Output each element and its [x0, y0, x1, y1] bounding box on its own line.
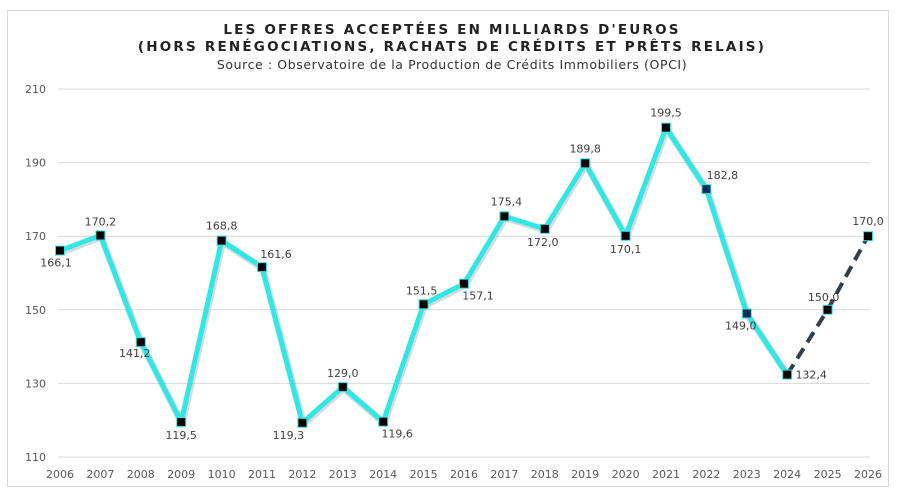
x-tick-label: 2019 [571, 468, 599, 481]
data-point [257, 262, 267, 273]
y-tick-label: 110 [25, 451, 46, 464]
data-label: 170,0 [852, 215, 884, 228]
x-tick-label: 2021 [652, 468, 680, 481]
x-tick-label: 2026 [854, 468, 882, 481]
data-point [782, 369, 793, 380]
y-tick-label: 190 [25, 157, 46, 170]
chart-title: LES OFFRES ACCEPTÉES EN MILLIARDS D'EURO… [223, 22, 681, 38]
data-point [580, 158, 591, 169]
x-tick-label: 2008 [127, 468, 155, 481]
x-tick-label: 2025 [814, 468, 842, 481]
data-label: 161,6 [260, 248, 292, 261]
data-point [539, 223, 550, 234]
data-point [176, 417, 187, 428]
x-tick-label: 2006 [46, 468, 74, 481]
x-tick-label: 2017 [490, 468, 518, 481]
y-tick-label: 210 [25, 83, 46, 96]
x-tick-label: 2007 [86, 468, 114, 481]
data-label: 132,4 [795, 369, 827, 382]
y-axis: 110 130 150 170 190 210 [25, 83, 46, 464]
y-tick-label: 130 [25, 377, 46, 390]
data-point [863, 231, 873, 242]
chart-source: Source : Observatoire de la Production d… [216, 57, 688, 72]
data-label: 175,4 [491, 195, 523, 208]
data-point [822, 304, 833, 315]
x-tick-label: 2018 [531, 468, 559, 481]
data-point [216, 235, 227, 246]
data-label: 119,5 [165, 429, 197, 442]
x-axis: 2006 2007 2008 2009 1010 2011 2012 2013 2014 2015… [46, 468, 882, 481]
series-lines [59, 125, 870, 428]
data-label: 168,8 [206, 220, 238, 233]
data-label: 172,0 [527, 236, 559, 249]
data-label: 149,0 [725, 319, 757, 332]
chart-subtitle: (HORS RENÉGOCIATIONS, RACHATS DE CRÉDITS… [137, 39, 767, 55]
data-labels: 166,1 170,2 141,2 119,5 168,8 161,6 119,3 129,0… [40, 107, 884, 442]
data-point [661, 122, 671, 133]
data-point [701, 184, 712, 195]
x-tick-label: 2022 [692, 468, 720, 481]
data-label: 199,5 [650, 107, 682, 120]
data-label: 119,3 [273, 429, 305, 442]
data-label: 182,8 [707, 169, 739, 182]
x-tick-label: 2023 [733, 468, 761, 481]
data-label: 166,1 [40, 257, 72, 270]
x-tick-label: 2015 [410, 468, 438, 481]
data-point [297, 417, 308, 428]
data-label: 119,6 [381, 428, 413, 441]
data-point [95, 230, 106, 241]
x-tick-label: 1010 [208, 468, 236, 481]
data-point [378, 416, 389, 427]
series-line-shadow [59, 125, 792, 428]
data-label: 157,1 [462, 290, 494, 303]
data-label: 141,2 [119, 347, 151, 360]
data-point [55, 245, 65, 256]
x-tick-label: 2020 [612, 468, 640, 481]
x-tick-label: 2016 [450, 468, 478, 481]
x-tick-label: 2009 [167, 468, 195, 481]
data-point [418, 299, 429, 310]
data-label: 129,0 [327, 367, 359, 380]
y-tick-label: 150 [25, 304, 46, 317]
data-label: 170,2 [85, 215, 117, 228]
data-point [499, 211, 510, 222]
gridlines [58, 88, 870, 458]
data-label: 151,5 [406, 284, 438, 297]
data-point [337, 382, 348, 393]
data-point [620, 230, 631, 241]
data-points [55, 122, 873, 428]
series-line [59, 125, 790, 426]
x-tick-label: 2024 [773, 468, 801, 481]
data-point [459, 278, 469, 289]
x-tick-label: 2014 [369, 468, 397, 481]
y-tick-label: 170 [25, 230, 46, 243]
data-label: 150,0 [808, 291, 840, 304]
x-tick-label: 2013 [329, 468, 357, 481]
data-label: 170,1 [610, 243, 642, 256]
x-tick-label: 2012 [288, 468, 316, 481]
data-point [135, 337, 146, 348]
data-label: 189,8 [569, 142, 601, 155]
data-point [741, 308, 752, 319]
x-tick-label: 2011 [248, 468, 276, 481]
